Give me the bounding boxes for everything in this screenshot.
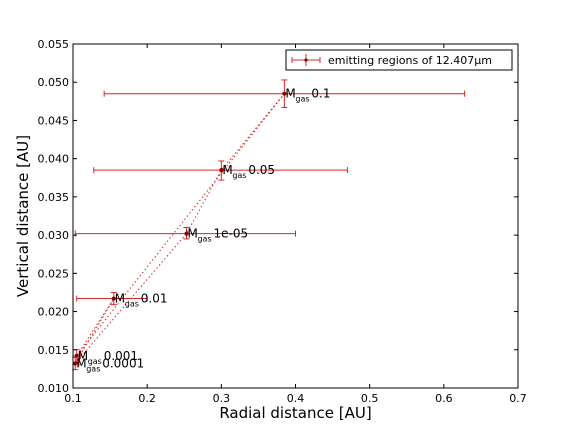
x-tick-label: 0.5 bbox=[361, 392, 379, 405]
point-label-value: 0.1 bbox=[311, 87, 330, 101]
point-label-sub: gas bbox=[232, 171, 246, 180]
y-tick-label: 0.020 bbox=[38, 306, 70, 319]
point-marker bbox=[111, 296, 116, 301]
point-label-sub: gas bbox=[125, 300, 139, 309]
y-tick-label: 0.035 bbox=[38, 191, 70, 204]
point-label-value: 1e-05 bbox=[213, 227, 248, 241]
y-tick-label: 0.050 bbox=[38, 76, 70, 89]
point-label-value: 0.05 bbox=[248, 163, 275, 177]
legend-point bbox=[304, 58, 308, 62]
point-label-sub: gas bbox=[86, 365, 100, 374]
point-label-sub: gas bbox=[295, 95, 309, 104]
x-tick-label: 0.3 bbox=[213, 392, 231, 405]
y-tick-label: 0.025 bbox=[38, 267, 70, 280]
x-tick-label: 0.6 bbox=[435, 392, 453, 405]
legend: emitting regions of 12.407μm bbox=[285, 49, 513, 71]
point-label-value: 0.001 bbox=[104, 349, 138, 363]
series-line bbox=[74, 93, 285, 364]
y-tick-label: 0.015 bbox=[38, 344, 70, 357]
point-label-main: M bbox=[187, 227, 197, 241]
y-tick-label: 0.010 bbox=[38, 382, 70, 395]
point-label-main: M bbox=[115, 292, 125, 306]
x-tick-label: 0.4 bbox=[287, 392, 305, 405]
legend-entry: emitting regions of 12.407μm bbox=[328, 54, 492, 67]
y-tick-label: 0.045 bbox=[38, 114, 70, 127]
y-tick-label: 0.055 bbox=[38, 38, 70, 51]
legend-marker bbox=[291, 54, 321, 66]
point-label-sub: gas bbox=[88, 357, 102, 366]
point-label-main: M bbox=[222, 163, 232, 177]
x-tick-label: 0.7 bbox=[509, 392, 527, 405]
point-label-value: 0.01 bbox=[141, 292, 168, 306]
legend-box bbox=[285, 49, 513, 71]
y-axis-label: Vertical distance [AU] bbox=[14, 135, 32, 297]
point-label-value: 0.0001 bbox=[102, 357, 144, 371]
point-label-sub: gas bbox=[197, 235, 211, 244]
point-marker bbox=[219, 168, 224, 173]
x-tick-label: 0.1 bbox=[64, 392, 82, 405]
x-tick-label: 0.2 bbox=[138, 392, 156, 405]
point-marker bbox=[184, 231, 189, 236]
point-label-main: M bbox=[78, 349, 88, 363]
point-marker bbox=[73, 361, 78, 366]
x-axis-label: Radial distance [AU] bbox=[219, 404, 371, 422]
y-tick-label: 0.030 bbox=[38, 229, 70, 242]
point-marker bbox=[282, 91, 287, 96]
y-tick-label: 0.040 bbox=[38, 153, 70, 166]
point-label-main: M bbox=[285, 87, 295, 101]
point-label-main: M bbox=[76, 357, 86, 371]
